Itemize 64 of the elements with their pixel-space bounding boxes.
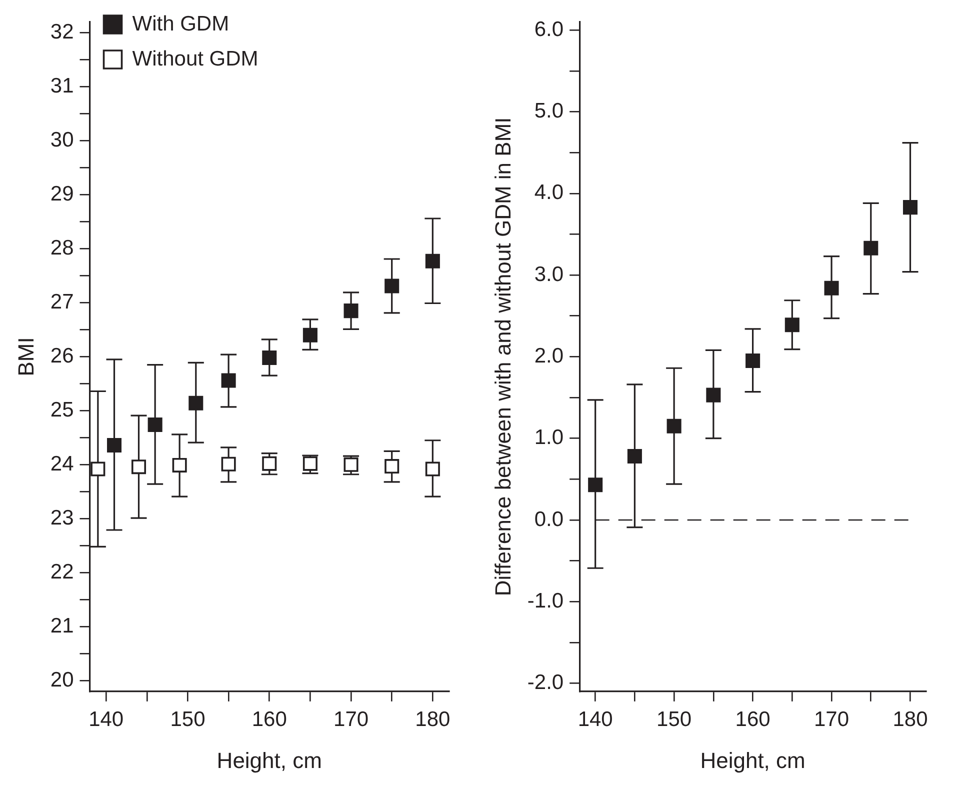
y-tick-label: 5.0 — [534, 100, 564, 123]
y-tick-label: 27 — [50, 290, 74, 314]
y-tick-label: 21 — [50, 614, 74, 638]
y-axis-title: BMI — [13, 337, 38, 376]
point — [627, 449, 642, 464]
point — [902, 200, 918, 215]
point — [106, 438, 122, 452]
y-tick-label: 28 — [50, 236, 74, 260]
y-tick-label: 22 — [50, 560, 74, 584]
y-tick-label: 20 — [50, 668, 74, 692]
legend-label: With GDM — [132, 12, 230, 36]
legend-label: Without GDM — [132, 47, 258, 70]
point — [262, 456, 277, 471]
y-tick-label: 6.0 — [534, 18, 564, 41]
x-tick-label: 160 — [252, 708, 287, 731]
point — [784, 318, 800, 332]
y-tick-label: 1.0 — [534, 426, 564, 450]
y-tick-label: 25 — [50, 398, 74, 422]
point — [131, 460, 146, 474]
point — [302, 328, 318, 342]
y-tick-label: 26 — [50, 344, 74, 368]
x-tick-label: 180 — [892, 708, 928, 731]
point — [148, 417, 162, 432]
point — [384, 278, 400, 294]
y-tick-label: 32 — [50, 20, 74, 44]
x-axis-title: Height, cm — [216, 748, 322, 773]
x-tick-label: 160 — [735, 708, 770, 731]
point — [172, 458, 187, 472]
x-tick-label: 140 — [578, 708, 613, 731]
point — [188, 396, 204, 410]
y-tick-label: 29 — [50, 182, 74, 206]
x-tick-label: 170 — [334, 708, 369, 731]
y-tick-label: 24 — [50, 452, 74, 476]
point — [425, 462, 440, 476]
x-tick-label: 150 — [656, 708, 692, 731]
x-tick-label: 170 — [814, 708, 850, 731]
point — [90, 462, 106, 476]
point — [302, 456, 318, 471]
x-tick-label: 180 — [415, 708, 450, 731]
y-tick-label: 4.0 — [534, 181, 564, 204]
x-axis-title: Height, cm — [700, 748, 806, 773]
point — [384, 459, 400, 474]
y-tick-label: 0.0 — [534, 508, 564, 531]
y-tick-label: 23 — [50, 506, 74, 530]
x-tick-label: 150 — [170, 708, 206, 731]
point — [864, 240, 878, 256]
point — [666, 418, 682, 434]
y-tick-label: -1.0 — [527, 589, 564, 612]
y-tick-label: 3.0 — [534, 262, 564, 286]
point — [706, 388, 721, 402]
y-tick-label: 31 — [50, 74, 74, 98]
point — [746, 354, 760, 368]
y-tick-label: -2.0 — [527, 671, 564, 694]
point — [221, 456, 236, 472]
point — [221, 373, 236, 388]
y-tick-label: 2.0 — [534, 344, 564, 368]
point — [588, 478, 603, 492]
point — [262, 350, 277, 366]
point — [344, 304, 358, 318]
y-axis-title: Difference between with and without GDM in BMI — [490, 117, 516, 596]
point — [824, 280, 839, 296]
y-tick-label: 30 — [50, 128, 74, 152]
point — [425, 254, 440, 268]
x-tick-label: 140 — [88, 708, 124, 731]
